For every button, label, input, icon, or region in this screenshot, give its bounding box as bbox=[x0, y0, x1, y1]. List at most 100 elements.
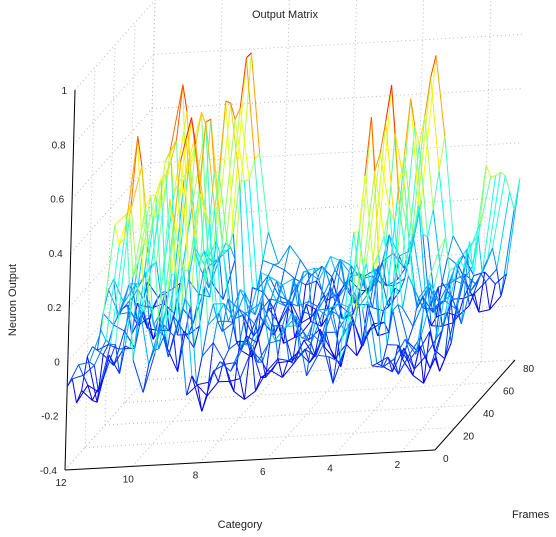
mesh-segment bbox=[456, 305, 462, 325]
y-tick-label: 80 bbox=[523, 364, 535, 375]
mesh-segment bbox=[114, 214, 127, 226]
z-tick-label: -0.2 bbox=[41, 412, 59, 423]
mesh-segment bbox=[103, 354, 110, 378]
mesh-segment bbox=[333, 302, 339, 307]
mesh-segment bbox=[391, 85, 396, 134]
mesh-segment bbox=[436, 330, 443, 338]
mesh-segment bbox=[125, 214, 134, 361]
mesh-segment bbox=[273, 325, 286, 330]
mesh-segment bbox=[180, 138, 187, 162]
plot-axes bbox=[64, 89, 516, 471]
mesh-segment bbox=[421, 296, 434, 313]
mesh-segment bbox=[141, 165, 150, 301]
mesh-segment bbox=[434, 357, 441, 372]
mesh-segment bbox=[254, 272, 262, 315]
mesh-segment bbox=[187, 325, 200, 336]
mesh-segment bbox=[373, 254, 380, 266]
mesh-segment bbox=[492, 247, 498, 270]
mesh-segment bbox=[410, 98, 420, 206]
mesh-segment bbox=[429, 330, 443, 369]
mesh-segment bbox=[160, 173, 167, 180]
grid-line bbox=[84, 67, 96, 448]
mesh-segment bbox=[398, 206, 409, 276]
mesh-segment bbox=[185, 138, 195, 237]
mesh-segment bbox=[169, 198, 179, 303]
mesh-segment bbox=[254, 153, 261, 161]
mesh-segment bbox=[153, 213, 160, 219]
mesh-segment bbox=[177, 271, 185, 303]
mesh-segment bbox=[102, 344, 109, 355]
mesh-segment bbox=[205, 118, 212, 123]
grid-line bbox=[147, 250, 518, 272]
mesh-segment bbox=[267, 232, 279, 264]
mesh-segment bbox=[397, 347, 405, 375]
mesh-segment bbox=[234, 312, 246, 320]
mesh-segment bbox=[393, 206, 400, 222]
mesh-segment bbox=[271, 370, 283, 378]
grid-line bbox=[124, 382, 496, 403]
mesh-segment bbox=[137, 136, 143, 167]
mesh-segment bbox=[433, 302, 441, 350]
grid-line bbox=[104, 44, 116, 426]
grid-line bbox=[146, 305, 517, 327]
mesh-segment bbox=[364, 175, 374, 266]
grid-line bbox=[64, 379, 146, 471]
mesh-segment bbox=[258, 298, 271, 314]
mesh-segment bbox=[412, 205, 420, 236]
mesh-segment bbox=[317, 354, 329, 358]
mesh-segment bbox=[291, 313, 297, 317]
mesh-segment bbox=[378, 254, 388, 345]
mesh-segment bbox=[251, 349, 256, 392]
mesh-segment bbox=[142, 364, 150, 393]
mesh-segment bbox=[147, 217, 155, 243]
grid-line bbox=[124, 22, 136, 403]
mesh-segment bbox=[266, 277, 273, 282]
mesh-segment bbox=[245, 310, 251, 314]
mesh-segment bbox=[328, 305, 335, 310]
mesh-segment bbox=[439, 236, 446, 248]
mesh-segment bbox=[218, 100, 227, 173]
mesh-segment bbox=[496, 191, 511, 270]
mesh-segment bbox=[253, 320, 266, 337]
mesh-segment bbox=[255, 377, 262, 392]
mesh-segment bbox=[294, 259, 301, 279]
mesh-segment bbox=[118, 302, 125, 315]
mesh-segment bbox=[183, 271, 193, 376]
mesh-segment bbox=[438, 278, 452, 303]
mesh-segment bbox=[301, 333, 313, 339]
mesh-segment bbox=[100, 224, 116, 331]
mesh-segment bbox=[444, 136, 454, 236]
mesh-segment bbox=[239, 340, 251, 346]
mesh-segment bbox=[204, 212, 214, 305]
mesh-segment bbox=[295, 316, 301, 357]
mesh-segment bbox=[376, 362, 382, 367]
mesh-segment bbox=[105, 339, 111, 345]
mesh-segment bbox=[193, 246, 206, 266]
mesh-segment bbox=[188, 112, 202, 159]
mesh-segment bbox=[162, 324, 168, 349]
y-tick-label: 40 bbox=[483, 409, 495, 420]
grid-line bbox=[400, 361, 482, 453]
mesh-segment bbox=[222, 249, 229, 252]
mesh-segment bbox=[89, 361, 95, 366]
mesh-segment bbox=[196, 356, 203, 385]
mesh-segment bbox=[418, 144, 429, 237]
mesh-segment bbox=[230, 103, 240, 181]
mesh-segment bbox=[328, 356, 334, 384]
z-tick-label: 0.8 bbox=[52, 140, 66, 151]
mesh-segment bbox=[246, 337, 253, 351]
mesh-segment bbox=[206, 342, 214, 396]
mesh-segment bbox=[481, 261, 488, 274]
mesh-segment bbox=[164, 150, 171, 163]
mesh-segment bbox=[382, 234, 390, 285]
mesh-segment bbox=[160, 225, 175, 324]
mesh-segment bbox=[177, 302, 187, 396]
mesh-segment bbox=[345, 343, 358, 357]
mesh-segment bbox=[453, 257, 460, 268]
mesh-segment bbox=[317, 344, 324, 356]
mesh-segment bbox=[473, 271, 485, 277]
mesh-segment bbox=[444, 295, 452, 359]
mesh-segment bbox=[163, 335, 169, 358]
mesh-segment bbox=[98, 344, 112, 393]
mesh-segment bbox=[243, 181, 253, 288]
